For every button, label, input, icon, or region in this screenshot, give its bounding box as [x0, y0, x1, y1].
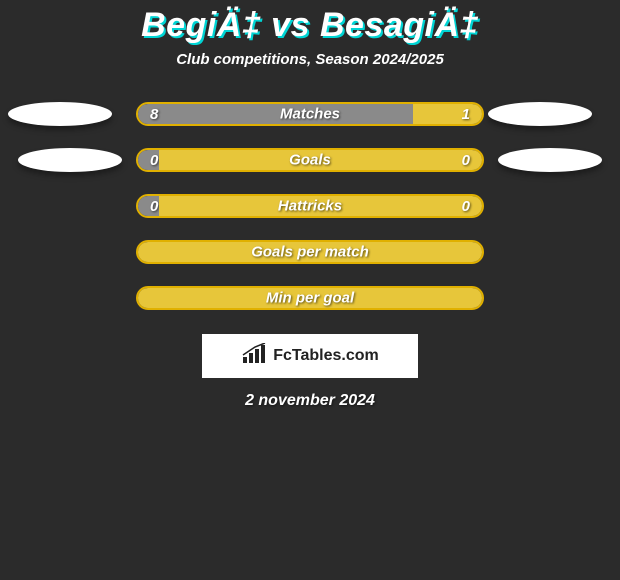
bar-chart-icon [241, 343, 267, 370]
stat-bar: 8 1 Matches [136, 102, 484, 126]
stat-bar: Goals per match [136, 240, 484, 264]
stat-row: Goals per match [0, 240, 620, 264]
bar-label: Min per goal [266, 290, 354, 307]
bar-value-right: 1 [450, 106, 482, 123]
player-oval-right [488, 102, 592, 126]
stat-bar: 0 0 Goals [136, 148, 484, 172]
logo-box: FcTables.com [202, 334, 418, 378]
page-subtitle: Club competitions, Season 2024/2025 [0, 51, 620, 68]
stat-bar: Min per goal [136, 286, 484, 310]
bar-value-left: 8 [138, 106, 170, 123]
stat-row: Min per goal [0, 286, 620, 310]
bar-seg-left: 8 [138, 104, 413, 124]
player-oval-left [18, 148, 122, 172]
date-label: 2 november 2024 [0, 392, 620, 410]
bar-seg-right: 1 [413, 104, 482, 124]
title-text: BegiÄ‡ vs BesagiÄ‡ [141, 6, 479, 44]
bar-seg-left: 0 [138, 150, 159, 170]
bar-label: Hattricks [278, 198, 342, 215]
page-title: BegiÄ‡ vs BesagiÄ‡ [0, 0, 620, 45]
stat-row: 0 0 Hattricks [0, 194, 620, 218]
logo-text: FcTables.com [273, 347, 379, 365]
stat-row: 0 0 Goals [0, 148, 620, 172]
bar-label: Goals [289, 152, 331, 169]
player-oval-left [8, 102, 112, 126]
stat-bar: 0 0 Hattricks [136, 194, 484, 218]
bar-value-right: 0 [450, 152, 482, 169]
bar-label: Matches [280, 106, 340, 123]
comparison-infographic: BegiÄ‡ vs BesagiÄ‡ Club competitions, Se… [0, 0, 620, 580]
bar-value-right: 0 [450, 198, 482, 215]
player-oval-right [498, 148, 602, 172]
stat-rows: 8 1 Matches 0 0 Goals 0 0 Hattricks Goals per mat… [0, 102, 620, 310]
stat-row: 8 1 Matches [0, 102, 620, 126]
bar-label: Goals per match [251, 244, 369, 261]
bar-seg-left: 0 [138, 196, 159, 216]
